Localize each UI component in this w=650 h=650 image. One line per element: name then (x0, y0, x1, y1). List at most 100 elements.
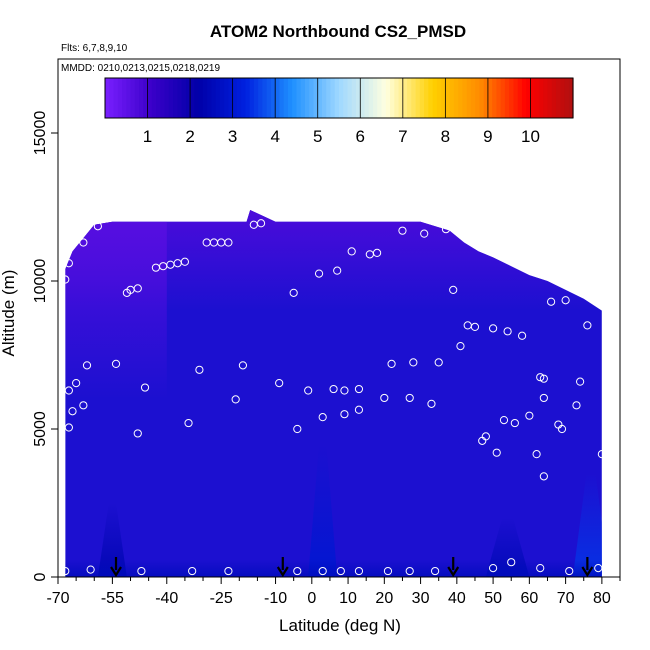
colorbar-segment (168, 78, 174, 118)
colorbar-frame (104, 77, 574, 119)
sample-point (525, 411, 534, 420)
sample-point (434, 358, 443, 367)
sample-point (195, 365, 204, 374)
colorbar-segment (173, 78, 178, 118)
colorbar-segment (219, 78, 225, 118)
colorbar-segment (356, 78, 361, 118)
x-tick-label: 80 (593, 590, 611, 607)
colorbar-segment (339, 78, 344, 118)
colorbar-segment (211, 78, 217, 118)
x-tick-label: 10 (339, 590, 357, 607)
sample-point (82, 361, 92, 370)
colorbar-tick-label: 7 (398, 127, 407, 146)
sample-point (387, 359, 396, 368)
colorbar-segment (564, 78, 570, 118)
sample-point (427, 399, 436, 408)
colorbar-segment (109, 78, 115, 118)
colorbar-segment (300, 78, 306, 118)
sample-point (72, 379, 81, 388)
sample-point (231, 395, 240, 404)
colorbar-segment (130, 78, 136, 118)
colorbar-segment (143, 78, 149, 118)
sample-point (133, 284, 142, 293)
colorbar-segment (555, 78, 561, 118)
colorbar-segment (479, 78, 485, 118)
sample-point (547, 297, 556, 306)
y-axis-label: Altitude (m) (0, 270, 18, 357)
sample-point (354, 566, 364, 576)
sample-point (64, 259, 73, 268)
colorbar-segment (475, 78, 480, 118)
sample-point (510, 418, 519, 428)
colorbar-segment (313, 78, 319, 118)
sample-point (133, 429, 142, 438)
colorbar-tick-label: 3 (228, 127, 237, 146)
colorbar-segment (419, 78, 425, 118)
colorbar-segment (521, 78, 527, 118)
latitude-arrows (110, 557, 594, 578)
colorbar-segment (304, 78, 310, 118)
color-plume (97, 503, 127, 577)
sample-point (336, 566, 345, 576)
colorbar-segment (373, 78, 378, 118)
sample-point (304, 386, 313, 395)
colorbar-segment (198, 78, 204, 118)
x-tick-label: -70 (46, 590, 69, 607)
colorbar-segment (321, 78, 327, 118)
x-tick-label: 50 (484, 590, 502, 607)
sample-point (576, 377, 585, 386)
sample-point (86, 565, 95, 574)
colorbar-segment (330, 78, 336, 118)
colorbar-segment (360, 78, 366, 118)
colorbar-segment (551, 78, 557, 118)
colorbar-segment (185, 78, 191, 118)
colorbar-segment (343, 78, 349, 118)
sample-point (488, 564, 498, 573)
colorbar-segment (466, 78, 472, 118)
sample-point (536, 564, 545, 573)
colorbar-tick-label: 9 (483, 127, 492, 146)
colorbar-segment (411, 78, 417, 118)
x-axis-label: Latitude (deg N) (279, 616, 401, 635)
colorbar-segment (424, 78, 429, 118)
x-tick-label: -55 (101, 590, 124, 607)
sample-point (329, 384, 338, 394)
latitude-arrow (581, 557, 594, 578)
sample-point (539, 393, 548, 403)
colorbar-segment (492, 78, 498, 118)
colorbar-segment (526, 78, 532, 118)
sample-point (420, 229, 429, 238)
colorbar-segment (266, 78, 272, 118)
colorbar-segment (377, 78, 383, 118)
colorbar-segment (296, 78, 302, 118)
colorbar-segment (500, 78, 506, 118)
colorbar-segment (347, 78, 353, 118)
colorbar-segment (364, 78, 370, 118)
sample-point (507, 558, 516, 567)
colorbar-segment (215, 78, 221, 118)
colorbar-segment (181, 78, 187, 118)
colorbar-segment (458, 78, 463, 118)
sample-point (430, 566, 440, 576)
colorbar-segment (270, 78, 276, 118)
sample-point (93, 222, 102, 231)
colorbar-segment (513, 78, 519, 118)
colorbar-segment (509, 78, 515, 118)
colorbar-segment (496, 78, 502, 118)
sample-point (398, 226, 407, 235)
x-tick-label: 0 (307, 590, 316, 607)
sample-point (79, 401, 88, 410)
sample-point (409, 358, 418, 367)
colorbar-tick-label: 6 (356, 127, 365, 146)
sample-point (405, 393, 414, 403)
sample-point (318, 413, 327, 422)
y-tick-label: 10000 (32, 259, 49, 304)
sample-point (137, 566, 146, 576)
latitude-arrow (276, 557, 289, 578)
sample-point (188, 566, 197, 576)
colorbar-segment (190, 78, 195, 118)
colorbar-segment (122, 78, 127, 118)
colorbar-tick-label: 2 (185, 127, 194, 146)
colorbar-segment (224, 78, 229, 118)
sample-point (354, 384, 364, 394)
